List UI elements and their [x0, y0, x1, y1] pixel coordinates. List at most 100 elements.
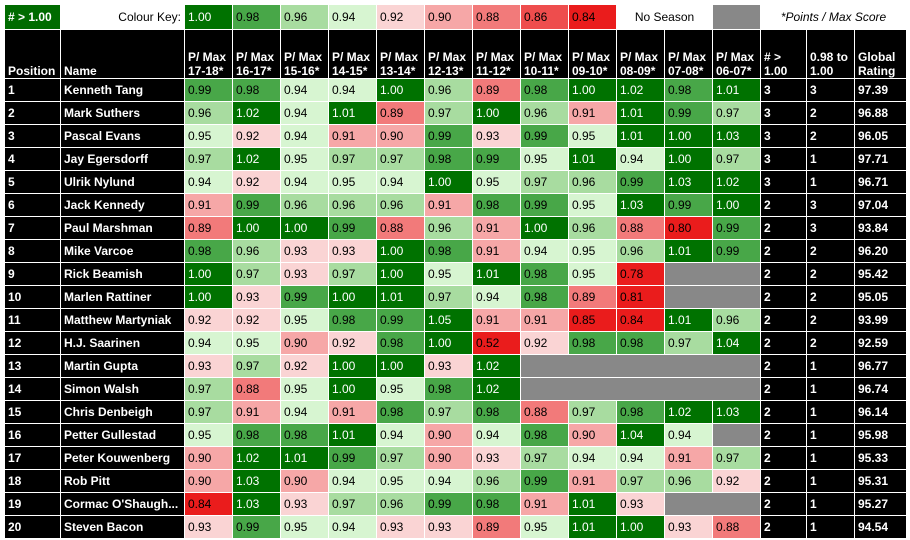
season-score-cell: 0.95 [568, 239, 617, 263]
season-score-cell: 0.91 [472, 216, 521, 240]
season-score-cell: 1.00 [376, 262, 425, 286]
season-score-cell: 0.91 [472, 239, 521, 263]
table-row: 10 Marlen Rattiner 1.00 0.93 0.99 1.00 1.01 0.9… [4, 285, 908, 309]
rating-table: # > 1.00 Colour Key: 1.00 0.98 0.96 0.94… [4, 4, 908, 539]
key-swatch: 0.96 [280, 4, 329, 30]
no-season-label: No Season [616, 4, 713, 30]
season-score-cell: 0.91 [328, 400, 377, 424]
season-score-cell: 0.97 [232, 354, 281, 378]
season-score-cell: 0.97 [664, 331, 713, 355]
season-score-cell: 1.00 [472, 101, 521, 125]
season-score-cell: 0.99 [184, 78, 233, 102]
header-global-rating: Global Rating [853, 29, 908, 79]
no-season-cell [712, 423, 761, 447]
season-score-cell: 0.90 [184, 469, 233, 493]
season-score-cell: 0.95 [232, 331, 281, 355]
season-score-cell: 1.01 [664, 239, 713, 263]
range-count-cell: 1 [806, 377, 855, 401]
range-count-cell: 3 [806, 193, 855, 217]
season-score-cell: 0.92 [520, 331, 569, 355]
season-score-cell: 0.93 [280, 262, 329, 286]
header-gt-count: # > 1.00 [760, 29, 807, 79]
season-score-cell: 0.97 [328, 262, 377, 286]
season-score-cell: 0.94 [616, 446, 665, 470]
season-score-cell: 0.84 [616, 308, 665, 332]
header-name: Name [60, 29, 185, 79]
season-score-cell: 1.00 [664, 124, 713, 148]
season-score-cell: 0.95 [568, 124, 617, 148]
player-name-cell: Pascal Evans [60, 124, 185, 148]
gt-count-cell: 2 [760, 423, 807, 447]
season-score-cell: 0.97 [616, 469, 665, 493]
season-score-cell: 0.99 [520, 124, 569, 148]
season-score-cell: 0.97 [424, 400, 473, 424]
player-name-cell: Cormac O'Shaugh... [60, 492, 185, 516]
table-row: 15 Chris Denbeigh 0.97 0.91 0.94 0.91 0.98 0.97… [4, 400, 908, 424]
season-score-cell: 0.98 [424, 239, 473, 263]
gt-count-cell: 2 [760, 239, 807, 263]
season-score-cell: 0.99 [712, 216, 761, 240]
season-score-cell: 1.00 [568, 78, 617, 102]
season-score-cell: 0.94 [520, 239, 569, 263]
table-row: 18 Rob Pitt 0.90 1.03 0.90 0.94 0.95 0.94 0.96 0.… [4, 469, 908, 493]
season-score-cell: 1.05 [424, 308, 473, 332]
gt-count-cell: 3 [760, 170, 807, 194]
range-count-cell: 1 [806, 400, 855, 424]
range-count-cell: 2 [806, 239, 855, 263]
season-score-cell: 0.99 [328, 446, 377, 470]
table-row: 5 Ulrik Nylund 0.94 0.92 0.94 0.95 0.94 1.00 0.9… [4, 170, 908, 194]
season-score-cell: 0.89 [376, 101, 425, 125]
season-score-cell: 0.88 [376, 216, 425, 240]
header-season: P/ Max 06-07* [712, 29, 761, 79]
season-score-cell: 1.03 [232, 492, 281, 516]
season-score-cell: 0.99 [520, 469, 569, 493]
table-row: 20 Steven Bacon 0.93 0.99 0.95 0.94 0.93 0.93 0.… [4, 515, 908, 539]
season-score-cell: 0.98 [616, 400, 665, 424]
gt-count-cell: 2 [760, 262, 807, 286]
season-score-cell: 0.97 [184, 147, 233, 171]
season-score-cell: 1.03 [664, 170, 713, 194]
season-score-cell: 1.03 [232, 469, 281, 493]
gt-count-cell: 2 [760, 377, 807, 401]
season-score-cell: 0.93 [280, 239, 329, 263]
position-cell: 10 [4, 285, 61, 309]
season-score-cell: 0.97 [712, 147, 761, 171]
player-name-cell: Paul Marshman [60, 216, 185, 240]
season-score-cell: 0.96 [568, 170, 617, 194]
position-cell: 9 [4, 262, 61, 286]
season-score-cell: 0.97 [328, 147, 377, 171]
season-score-cell: 0.94 [472, 285, 521, 309]
header-season: P/ Max 07-08* [664, 29, 713, 79]
season-score-cell: 1.03 [712, 124, 761, 148]
global-rating-cell: 94.54 [853, 515, 908, 539]
season-score-cell: 0.95 [280, 377, 329, 401]
season-score-cell: 0.93 [376, 515, 425, 539]
season-score-cell: 0.98 [376, 400, 425, 424]
position-cell: 17 [4, 446, 61, 470]
season-score-cell: 0.98 [232, 423, 281, 447]
season-score-cell: 1.00 [232, 216, 281, 240]
global-rating-cell: 95.42 [853, 262, 908, 286]
season-score-cell: 1.00 [520, 216, 569, 240]
header-season: P/ Max 08-09* [616, 29, 665, 79]
season-score-cell: 1.02 [232, 147, 281, 171]
position-cell: 20 [4, 515, 61, 539]
season-score-cell: 0.95 [568, 193, 617, 217]
season-score-cell: 0.91 [520, 308, 569, 332]
table-row: 11 Matthew Martyniak 0.92 0.92 0.95 0.98 0.99 1… [4, 308, 908, 332]
season-score-cell: 0.97 [184, 377, 233, 401]
season-score-cell: 0.91 [184, 193, 233, 217]
season-score-cell: 1.00 [664, 147, 713, 171]
season-score-cell: 1.00 [424, 170, 473, 194]
season-score-cell: 0.98 [520, 423, 569, 447]
gt-count-cell: 2 [760, 446, 807, 470]
range-count-cell: 1 [806, 469, 855, 493]
season-score-cell: 0.97 [712, 446, 761, 470]
season-score-cell: 0.98 [424, 377, 473, 401]
key-swatch: 0.92 [376, 4, 425, 30]
season-score-cell: 0.96 [712, 308, 761, 332]
season-score-cell: 0.98 [280, 423, 329, 447]
range-count-cell: 1 [806, 515, 855, 539]
season-score-cell: 0.92 [328, 331, 377, 355]
season-score-cell: 0.90 [568, 423, 617, 447]
